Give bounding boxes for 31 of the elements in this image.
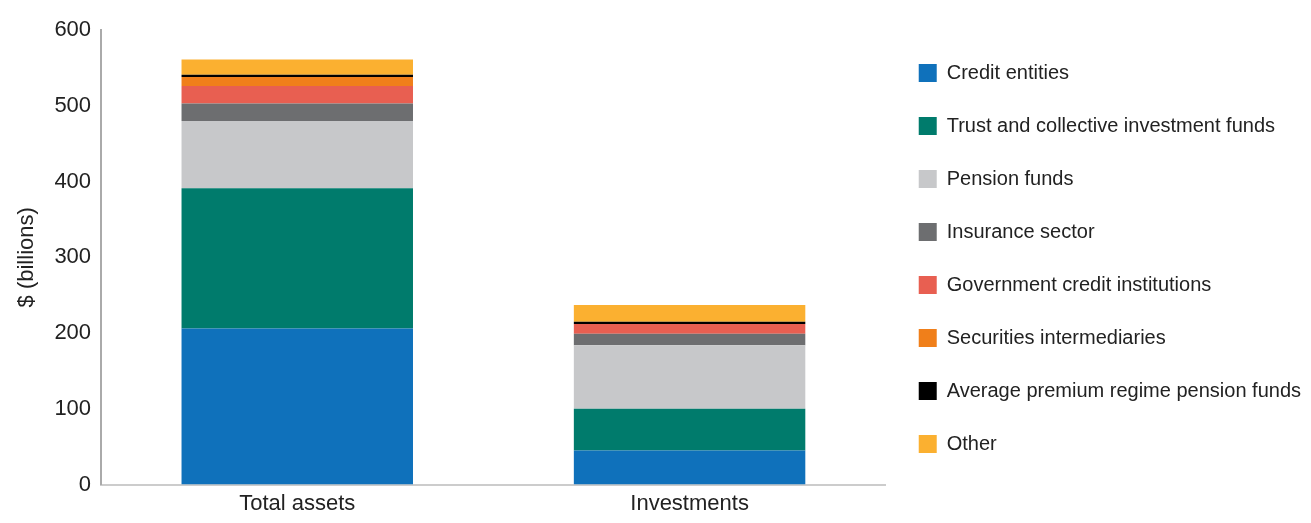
legend-label: Average premium regime pension funds bbox=[946, 378, 1302, 401]
y-tick-label: 100 bbox=[54, 394, 92, 420]
bar bbox=[573, 345, 806, 409]
y-tick-label: 400 bbox=[54, 167, 92, 193]
bar bbox=[181, 120, 413, 189]
bar bbox=[573, 323, 806, 334]
legend-label: Other bbox=[946, 431, 998, 454]
bar bbox=[181, 328, 413, 485]
bar bbox=[181, 86, 413, 104]
legend-label: Trust and collective investment funds bbox=[946, 113, 1276, 136]
x-tick-label: Total assets bbox=[239, 489, 356, 515]
x-tick-label: Investments bbox=[630, 489, 749, 515]
legend-label: Insurance sector bbox=[946, 219, 1095, 242]
bar bbox=[573, 305, 806, 322]
bar bbox=[573, 333, 806, 346]
bar bbox=[573, 450, 806, 485]
bar bbox=[181, 188, 413, 329]
bar bbox=[181, 103, 413, 121]
bar bbox=[573, 408, 806, 451]
y-tick-label: 0 bbox=[78, 470, 92, 496]
bar bbox=[181, 59, 413, 75]
y-tick-label: 500 bbox=[54, 91, 92, 117]
legend-label: Pension funds bbox=[946, 166, 1074, 189]
legend-label: Credit entities bbox=[946, 60, 1070, 83]
y-axis-title: $ (billions) bbox=[13, 207, 39, 308]
y-tick-label: 200 bbox=[54, 319, 92, 345]
y-tick-label: 300 bbox=[54, 243, 92, 269]
y-tick-label: 600 bbox=[54, 16, 92, 42]
bar bbox=[181, 76, 413, 87]
legend-label: Government credit institutions bbox=[946, 272, 1212, 295]
legend-label: Securities intermediaries bbox=[946, 325, 1166, 348]
